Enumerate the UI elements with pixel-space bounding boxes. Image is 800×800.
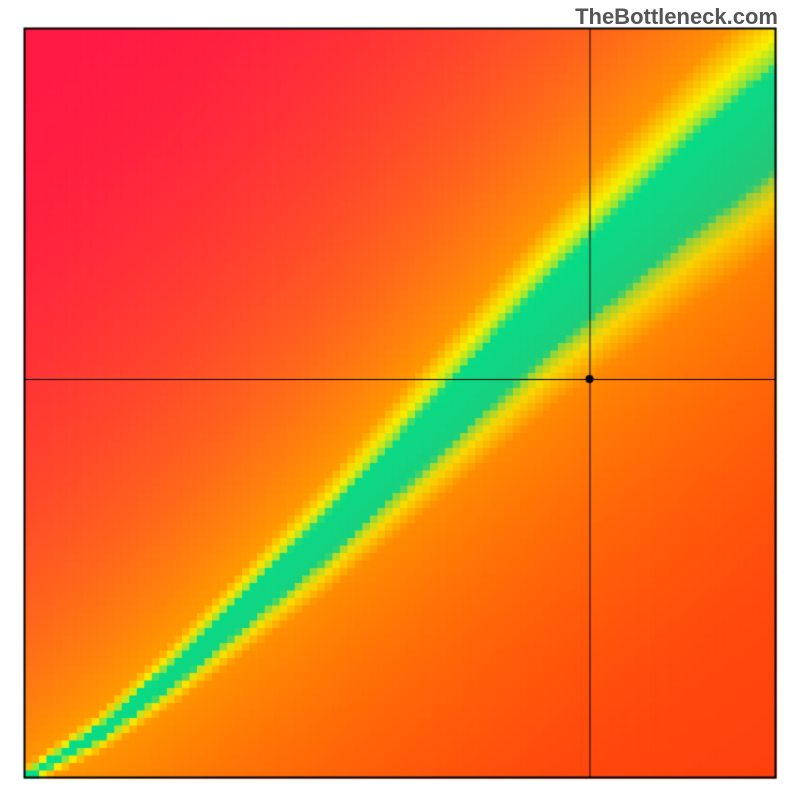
chart-container: TheBottleneck.com xyxy=(0,0,800,800)
bottleneck-heatmap xyxy=(0,0,800,800)
watermark-text: TheBottleneck.com xyxy=(575,4,778,30)
